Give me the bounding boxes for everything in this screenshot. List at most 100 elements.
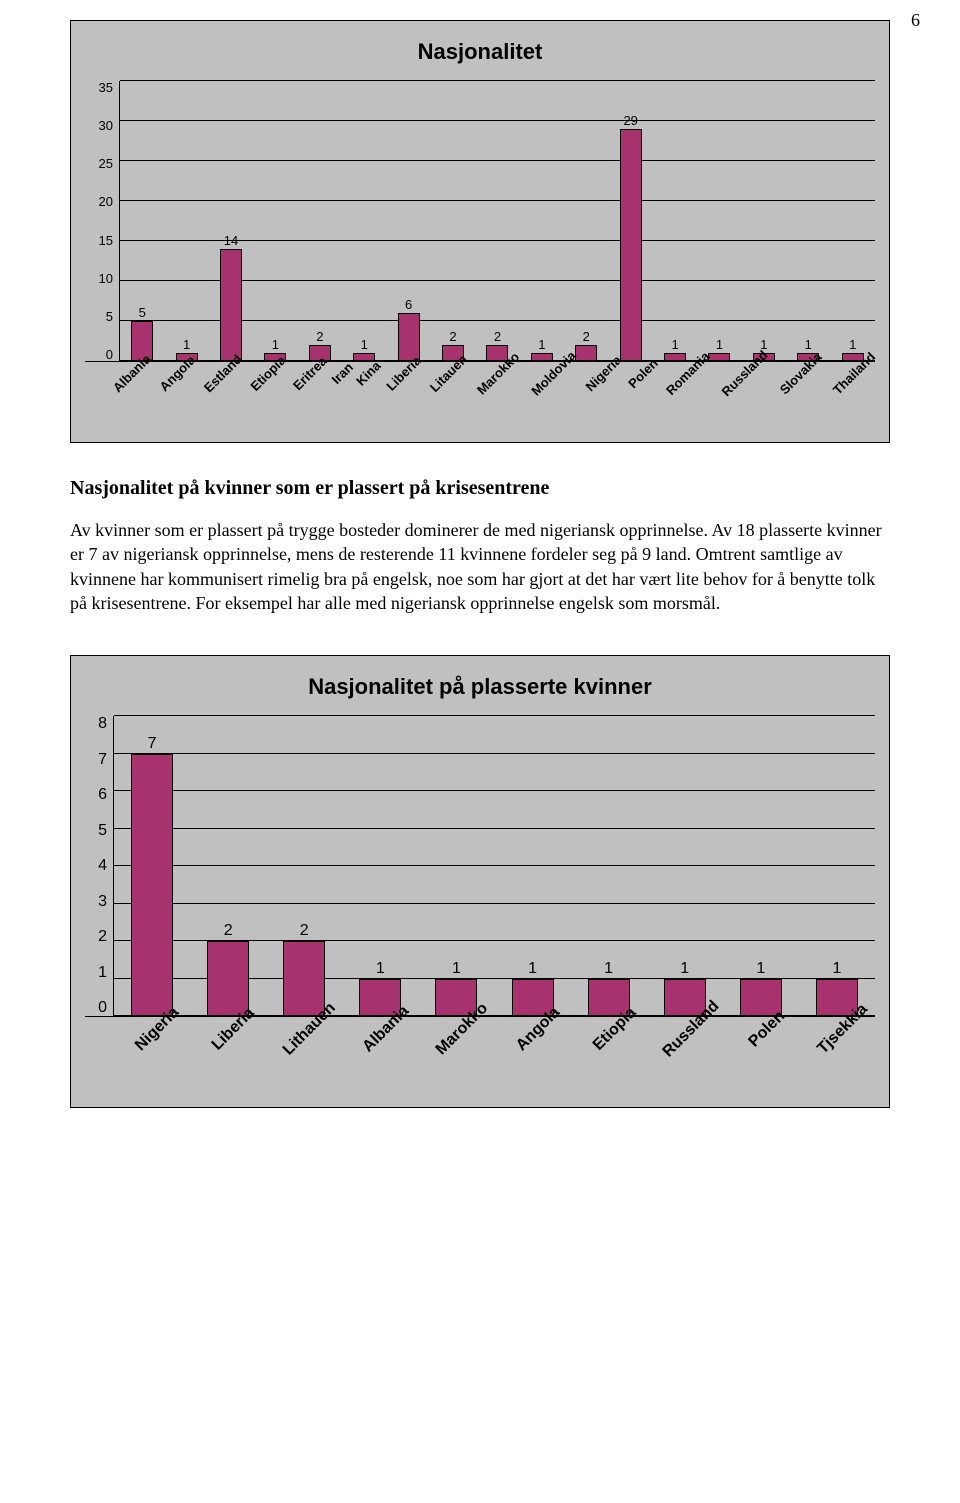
bar-value-label: 1 (680, 961, 689, 977)
chart-plasserte-kvinner: Nasjonalitet på plasserte kvinner 8 7 6 5 4 3… (70, 655, 890, 1108)
bar-value-label: 1 (376, 961, 385, 977)
bar-rect (131, 754, 173, 1017)
x-tick-label: Marokko (418, 1017, 494, 1097)
x-tick-label: Slovakia (769, 362, 822, 432)
x-tick-label: Angola (150, 362, 194, 432)
bar-value-label: 1 (849, 338, 856, 351)
bar-rect (398, 313, 420, 361)
x-tick-label: Estland (194, 362, 241, 432)
y-tick-label: 6 (98, 787, 107, 803)
bar-value-label: 2 (300, 923, 309, 939)
x-tick-label: Moldovia (520, 362, 576, 432)
bar-value-label: 14 (224, 234, 238, 247)
x-tick-label: Angola (494, 1017, 570, 1097)
y-tick-label: 8 (98, 716, 107, 732)
bar: 1 (494, 961, 570, 1017)
bar: 14 (209, 234, 253, 361)
y-tick-label: 4 (98, 858, 107, 874)
y-tick-label: 0 (98, 1000, 107, 1016)
gridline (120, 80, 875, 81)
chart-title: Nasjonalitet på plasserte kvinner (85, 674, 875, 700)
bar: 2 (266, 923, 342, 1016)
y-tick-label: 35 (99, 81, 113, 94)
bar-value-label: 2 (316, 330, 323, 343)
axis-spacer (85, 1017, 113, 1097)
bar-rect (220, 249, 242, 361)
y-tick-label: 1 (98, 965, 107, 981)
bar: 7 (114, 736, 190, 1017)
x-tick-label: Marokko (466, 362, 519, 432)
y-tick-label: 15 (99, 234, 113, 247)
bar-rect (620, 129, 642, 361)
bar-value-label: 1 (183, 338, 190, 351)
bar-value-label: 1 (528, 961, 537, 977)
x-tick-label: Albania (342, 1017, 418, 1097)
y-tick-label: 7 (98, 752, 107, 768)
x-tick-label: Russland (710, 362, 769, 432)
bar-value-label: 1 (805, 338, 812, 351)
x-tick-label: Liberia (189, 1017, 265, 1097)
bar-value-label: 6 (405, 298, 412, 311)
bar: 2 (190, 923, 266, 1016)
bar: 1 (342, 961, 418, 1017)
bar-value-label: 1 (361, 338, 368, 351)
chart-plot-area: 7 2 2 1 1 1 1 1 1 1 (113, 716, 875, 1016)
chart-plot-area: 5114121622122911111 (119, 81, 875, 361)
x-tick-label: Tjsekkia (799, 1017, 875, 1097)
x-tick-label: Etiopia (241, 362, 284, 432)
x-tick-label: Thailand (822, 362, 875, 432)
chart-y-axis: 35302520151050 (85, 81, 119, 361)
bar: 1 (571, 961, 647, 1017)
y-tick-label: 3 (98, 894, 107, 910)
x-tick-label: Iran (325, 362, 349, 432)
y-tick-label: 0 (106, 348, 113, 361)
bar: 1 (653, 338, 697, 361)
bar-value-label: 5 (139, 306, 146, 319)
bar-rect (283, 941, 325, 1016)
bar-value-label: 1 (604, 961, 613, 977)
section-heading: Nasjonalitet på kvinner som er plassert … (70, 477, 890, 500)
page-number: 6 (911, 10, 920, 31)
chart-x-axis: AlbaniaAngolaEstlandEtiopiaEritreaIranKi… (103, 362, 875, 432)
bar-value-label: 2 (449, 330, 456, 343)
bar-value-label: 2 (224, 923, 233, 939)
bar-value-label: 7 (148, 736, 157, 752)
chart-title: Nasjonalitet (85, 39, 875, 65)
x-tick-label: Eritrea (284, 362, 325, 432)
y-tick-label: 2 (98, 929, 107, 945)
x-tick-label: Lithauen (265, 1017, 341, 1097)
y-tick-label: 10 (99, 272, 113, 285)
bar-value-label: 1 (832, 961, 841, 977)
chart-nasjonalitet: Nasjonalitet 35302520151050 511412162212… (70, 20, 890, 443)
x-tick-label: Nigeria (576, 362, 620, 432)
x-tick-label: Polen (620, 362, 655, 432)
bar-rect (531, 353, 553, 361)
bar-value-label: 1 (716, 338, 723, 351)
chart-x-axis: NigeriaLiberiaLithauenAlbaniaMarokkoAngo… (113, 1017, 875, 1097)
x-tick-label: Nigeria (113, 1017, 189, 1097)
bar-rect (207, 941, 249, 1016)
bar: 1 (342, 338, 386, 361)
bar-value-label: 1 (538, 338, 545, 351)
bar-value-label: 1 (272, 338, 279, 351)
bar-value-label: 2 (583, 330, 590, 343)
x-tick-label: Polen (723, 1017, 799, 1097)
bar: 6 (386, 298, 430, 361)
x-tick-label: Liberia (377, 362, 420, 432)
bar-rect (664, 353, 686, 361)
bar: 29 (608, 114, 652, 361)
bar-value-label: 2 (494, 330, 501, 343)
chart-y-axis: 8 7 6 5 4 3 2 1 0 (85, 716, 113, 1016)
x-tick-label: Albania (103, 362, 150, 432)
x-tick-label: Litauen (420, 362, 466, 432)
body-paragraph: Av kvinner som er plassert på trygge bos… (70, 518, 890, 615)
x-tick-label: Etiopia (570, 1017, 646, 1097)
y-tick-label: 5 (98, 823, 107, 839)
bar: 1 (723, 961, 799, 1017)
bar-value-label: 1 (452, 961, 461, 977)
y-tick-label: 25 (99, 157, 113, 170)
gridline (114, 715, 875, 716)
y-tick-label: 20 (99, 195, 113, 208)
bar-value-label: 1 (671, 338, 678, 351)
axis-spacer (85, 362, 103, 432)
